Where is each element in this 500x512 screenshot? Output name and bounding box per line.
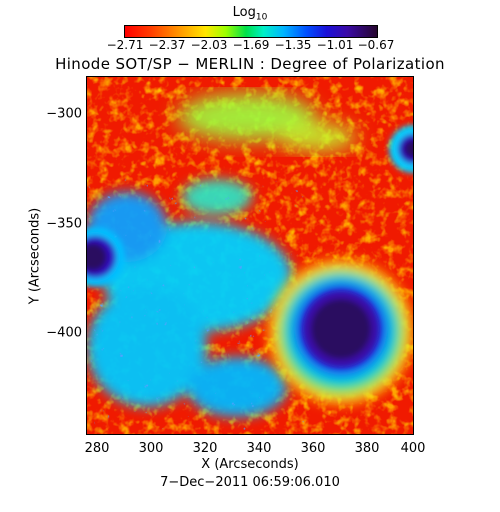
observation-date: 7−Dec−2011 06:59:06.010	[160, 475, 340, 490]
x-tick-label: 280	[84, 441, 110, 456]
x-tick-label: 380	[354, 441, 380, 456]
image-title: Hinode SOT/SP − MERLIN : Degree of Polar…	[55, 55, 445, 73]
y-tick-label: −300	[46, 106, 82, 122]
colorbar-title-base: Log	[232, 5, 256, 20]
y-tick-label: −400	[46, 325, 82, 341]
x-tick-label: 340	[246, 441, 272, 456]
colorbar-tick-label: −2.71	[106, 38, 144, 52]
colorbar-title: Log10	[0, 5, 500, 23]
colorbar-title-subscript: 10	[255, 12, 268, 23]
x-tick-label: 300	[138, 441, 164, 456]
polarization-map	[86, 76, 414, 435]
colorbar-tick-label: −0.67	[357, 38, 395, 52]
colorbar-tick-label: −2.37	[148, 38, 186, 52]
x-tick-label: 320	[192, 441, 218, 456]
x-tick-label: 400	[400, 441, 426, 456]
polarization-map-image	[87, 77, 413, 434]
colorbar-tick-label: −1.35	[274, 38, 312, 52]
colorbar-tick-label: −2.03	[190, 38, 228, 52]
colorbar-tick-label: −1.01	[316, 38, 354, 52]
colorbar	[124, 25, 378, 38]
colorbar-tick-label: −1.69	[232, 38, 270, 52]
x-tick-label: 360	[300, 441, 326, 456]
x-axis-label: X (Arcseconds)	[201, 457, 299, 472]
y-tick-label: −350	[46, 216, 82, 232]
y-axis-label: Y (Arcseconds)	[27, 207, 43, 305]
